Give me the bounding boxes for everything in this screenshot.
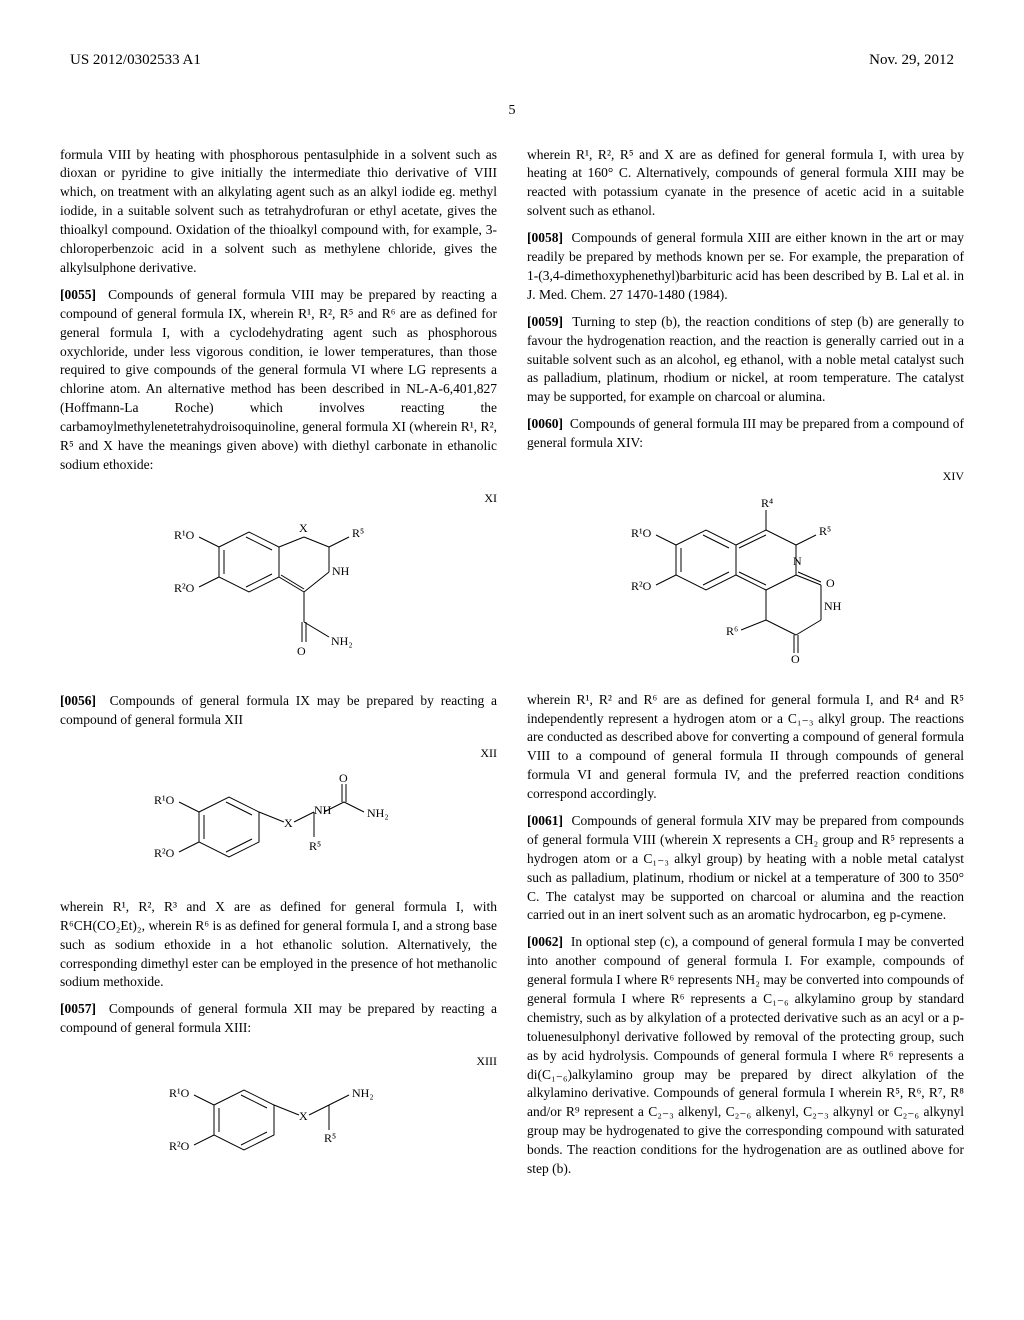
para-62-text: In optional step (c), a compound of gene…: [527, 934, 964, 1176]
label-r1o-xiv: R¹O: [631, 526, 652, 540]
formula-xiv-label: XIV: [527, 468, 964, 485]
formula-xi-label: XI: [60, 490, 497, 507]
paragraph-60: [0060] Compounds of general formula III …: [527, 415, 964, 453]
label-r5: R⁵: [352, 526, 364, 540]
label-r2o-xiii: R²O: [169, 1139, 190, 1153]
label-nh2-xii: NH₂: [367, 806, 389, 820]
label-r1o: R¹O: [174, 528, 195, 542]
paragraph-62: [0062] In optional step (c), a compound …: [527, 933, 964, 1179]
label-o: O: [297, 644, 306, 658]
paragraph-58: [0058] Compounds of general formula XIII…: [527, 229, 964, 305]
right-column: wherein R¹, R², R⁵ and X are as defined …: [527, 146, 964, 1187]
structure-xiv: R¹O R²O R⁴ R⁵ N O NH R⁶ O: [527, 495, 964, 671]
para-num-60: [0060]: [527, 416, 563, 431]
label-r5-xiii: R⁵: [324, 1131, 336, 1145]
paragraph-56b: wherein R¹, R², R³ and X are as defined …: [60, 898, 497, 992]
label-r5-xiv: R⁵: [819, 524, 831, 538]
paragraph-61: [0061] Compounds of general formula XIV …: [527, 812, 964, 925]
label-x-xii: X: [284, 816, 293, 830]
label-r6-xiv: R⁶: [726, 624, 738, 638]
label-o2-xiv: O: [791, 652, 800, 665]
left-column: formula VIII by heating with phosphorous…: [60, 146, 497, 1187]
para-num-61: [0061]: [527, 813, 563, 828]
para-num-58: [0058]: [527, 230, 563, 245]
para-num-55: [0055]: [60, 287, 96, 302]
label-r5-xii: R⁵: [309, 839, 321, 853]
paragraph-intro-right: wherein R¹, R², R⁵ and X are as defined …: [527, 146, 964, 222]
para-56-text: Compounds of general formula IX may be p…: [60, 693, 497, 727]
paragraph-59: [0059] Turning to step (b), the reaction…: [527, 313, 964, 407]
label-r1o-xii: R¹O: [154, 793, 175, 807]
label-x: X: [299, 521, 308, 535]
label-r2o-xiv: R²O: [631, 579, 652, 593]
para-60-text: Compounds of general formula III may be …: [527, 416, 964, 450]
label-n-xiv: N: [793, 554, 802, 568]
paragraph-56: [0056] Compounds of general formula IX m…: [60, 692, 497, 730]
para-55-text: Compounds of general formula VIII may be…: [60, 287, 497, 472]
label-r1o-xiii: R¹O: [169, 1086, 190, 1100]
para-61-text: Compounds of general formula XIV may be …: [527, 813, 964, 922]
formula-xiii-label: XIII: [60, 1053, 497, 1070]
label-r2o-xii: R²O: [154, 846, 175, 860]
para-num-59: [0059]: [527, 314, 563, 329]
page-number: 5: [60, 101, 964, 121]
para-num-62: [0062]: [527, 934, 563, 949]
label-nh2-xiii: NH₂: [352, 1086, 374, 1100]
label-o1-xiv: O: [826, 576, 835, 590]
structure-xiii: R¹O R²O X R⁵ NH₂: [60, 1080, 497, 1166]
structure-xii: R¹O R²O X R⁵ NH NH₂ O: [60, 772, 497, 878]
paragraph-60b: wherein R¹, R² and R⁶ are as defined for…: [527, 691, 964, 804]
label-nh: NH: [332, 564, 350, 578]
formula-xii-label: XII: [60, 745, 497, 762]
paragraph-57: [0057] Compounds of general formula XII …: [60, 1000, 497, 1038]
label-nh-xii: NH: [314, 803, 332, 817]
publication-date: Nov. 29, 2012: [869, 50, 954, 71]
para-num-57: [0057]: [60, 1001, 96, 1016]
paragraph-intro-left: formula VIII by heating with phosphorous…: [60, 146, 497, 278]
label-nh-xiv: NH: [824, 599, 842, 613]
label-r4-xiv: R⁴: [761, 496, 773, 510]
para-num-56: [0056]: [60, 693, 96, 708]
para-57-text: Compounds of general formula XII may be …: [60, 1001, 497, 1035]
label-o-xii: O: [339, 772, 348, 785]
label-nh2: NH₂: [331, 634, 353, 648]
label-x-xiii: X: [299, 1109, 308, 1123]
patent-number: US 2012/0302533 A1: [70, 50, 201, 71]
label-r2o: R²O: [174, 581, 195, 595]
structure-xi: R¹O R²O X R⁵ NH NH₂ O: [60, 517, 497, 673]
para-58-text: Compounds of general formula XIII are ei…: [527, 230, 964, 302]
para-59-text: Turning to step (b), the reaction condit…: [527, 314, 964, 405]
paragraph-55: [0055] Compounds of general formula VIII…: [60, 286, 497, 475]
